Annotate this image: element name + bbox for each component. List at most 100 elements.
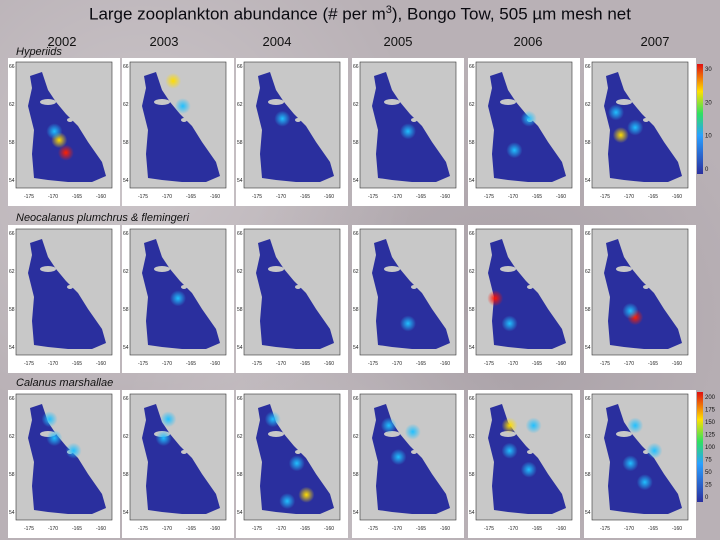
lat-tick: 54 <box>9 178 15 184</box>
lat-tick: 54 <box>353 178 359 184</box>
lat-tick: 58 <box>585 140 591 146</box>
lon-tick: -175 <box>600 194 610 200</box>
island <box>411 285 417 289</box>
lon-tick: -160 <box>672 361 682 367</box>
abundance-hotspot <box>46 123 63 140</box>
lon-tick: -175 <box>252 194 262 200</box>
lon-tick: -165 <box>532 361 542 367</box>
map-panel: 66 62 58 54 -175 -170 -165 -160 <box>584 225 696 373</box>
title-text: Large zooplankton abundance (# per m <box>88 4 386 24</box>
map-frame <box>359 61 457 189</box>
island <box>411 118 417 122</box>
lat-tick: 66 <box>469 396 475 402</box>
map-panel: 66 62 58 54 -175 -170 -165 -160 <box>236 58 348 206</box>
island <box>500 266 516 272</box>
lat-tick: 54 <box>123 510 129 516</box>
abundance-hotspot <box>46 430 63 447</box>
lat-tick: 58 <box>237 307 243 313</box>
island <box>527 285 533 289</box>
lat-tick: 62 <box>353 434 359 440</box>
lat-tick: 66 <box>123 64 129 70</box>
lat-tick: 66 <box>123 396 129 402</box>
lon-tick: -170 <box>48 526 58 532</box>
map-panel: 66 62 58 54 -175 -170 -165 -160 <box>468 58 580 206</box>
colorbar-tick: 150 <box>705 420 716 426</box>
lat-tick: 54 <box>469 510 475 516</box>
map-frame <box>243 228 341 356</box>
lat-tick: 66 <box>9 231 15 237</box>
lat-tick: 62 <box>353 102 359 108</box>
lat-tick: 62 <box>123 434 129 440</box>
year-label: 2003 <box>149 34 179 49</box>
island <box>268 431 284 437</box>
colorbar-tick: 75 <box>705 458 712 464</box>
island <box>527 450 533 454</box>
row-label-calanus: Calanus marshallae <box>16 377 114 389</box>
map-frame <box>15 393 113 521</box>
lat-tick: 62 <box>469 269 475 275</box>
lon-tick: -170 <box>392 361 402 367</box>
lat-tick: 62 <box>353 269 359 275</box>
lon-tick: -160 <box>96 361 106 367</box>
year-header: 2002 2003 2004 2005 2006 2007 <box>0 34 720 50</box>
abundance-hotspot <box>174 98 191 115</box>
colorbar-tick: 125 <box>705 433 716 439</box>
abundance-hotspot <box>57 144 74 161</box>
map-frame <box>591 61 689 189</box>
map-frame <box>129 393 227 521</box>
island <box>295 285 301 289</box>
island <box>384 266 400 272</box>
lon-tick: -175 <box>24 194 34 200</box>
abundance-hotspot <box>390 449 407 465</box>
lon-tick: -170 <box>276 194 286 200</box>
lon-tick: -165 <box>532 526 542 532</box>
lat-tick: 66 <box>237 231 243 237</box>
lat-tick: 58 <box>469 307 475 313</box>
colorbar-hyperiids: 30 20 10 0 <box>697 64 719 174</box>
lat-tick: 62 <box>585 269 591 275</box>
lon-tick: -165 <box>300 526 310 532</box>
lon-tick: -165 <box>300 194 310 200</box>
lat-tick: 66 <box>353 231 359 237</box>
map-panel: 66 62 58 54 -175 -170 -165 -160 <box>122 225 234 373</box>
lon-tick: -175 <box>368 194 378 200</box>
lat-tick: 54 <box>585 510 591 516</box>
abundance-hotspot <box>160 411 177 428</box>
map-frame <box>129 228 227 356</box>
year-label: 2006 <box>513 34 543 49</box>
lat-tick: 58 <box>353 140 359 146</box>
lat-tick: 58 <box>469 472 475 478</box>
lat-tick: 58 <box>9 140 15 146</box>
abundance-hotspot <box>279 493 296 510</box>
island <box>500 99 516 105</box>
lon-tick: -170 <box>48 361 58 367</box>
island <box>268 99 284 105</box>
lat-tick: 58 <box>237 140 243 146</box>
chart-title: Large zooplankton abundance (# per m3), … <box>0 4 720 25</box>
abundance-hotspot <box>264 411 281 428</box>
colorbar-tick: 100 <box>705 445 716 451</box>
lon-tick: -160 <box>672 194 682 200</box>
lat-tick: 66 <box>353 64 359 70</box>
lon-tick: -175 <box>368 526 378 532</box>
lon-tick: -175 <box>484 361 494 367</box>
lon-tick: -170 <box>48 194 58 200</box>
lon-tick: -175 <box>252 361 262 367</box>
abundance-hotspot <box>41 411 58 428</box>
lat-tick: 54 <box>353 345 359 351</box>
lon-tick: -160 <box>556 526 566 532</box>
lat-tick: 66 <box>353 396 359 402</box>
colorbar-tick: 50 <box>705 470 712 476</box>
colorbar-tick: 200 <box>705 395 716 401</box>
lat-tick: 62 <box>123 102 129 108</box>
map-frame <box>15 61 113 189</box>
year-label: 2005 <box>383 34 413 49</box>
lon-tick: -175 <box>24 526 34 532</box>
abundance-hotspot <box>501 315 518 332</box>
lon-tick: -170 <box>624 526 634 532</box>
map-panel: 66 62 58 54 -175 -170 -165 -160 <box>584 58 696 206</box>
lat-tick: 58 <box>9 307 15 313</box>
lon-tick: -165 <box>72 194 82 200</box>
lon-tick: -165 <box>186 361 196 367</box>
lon-tick: -175 <box>368 361 378 367</box>
